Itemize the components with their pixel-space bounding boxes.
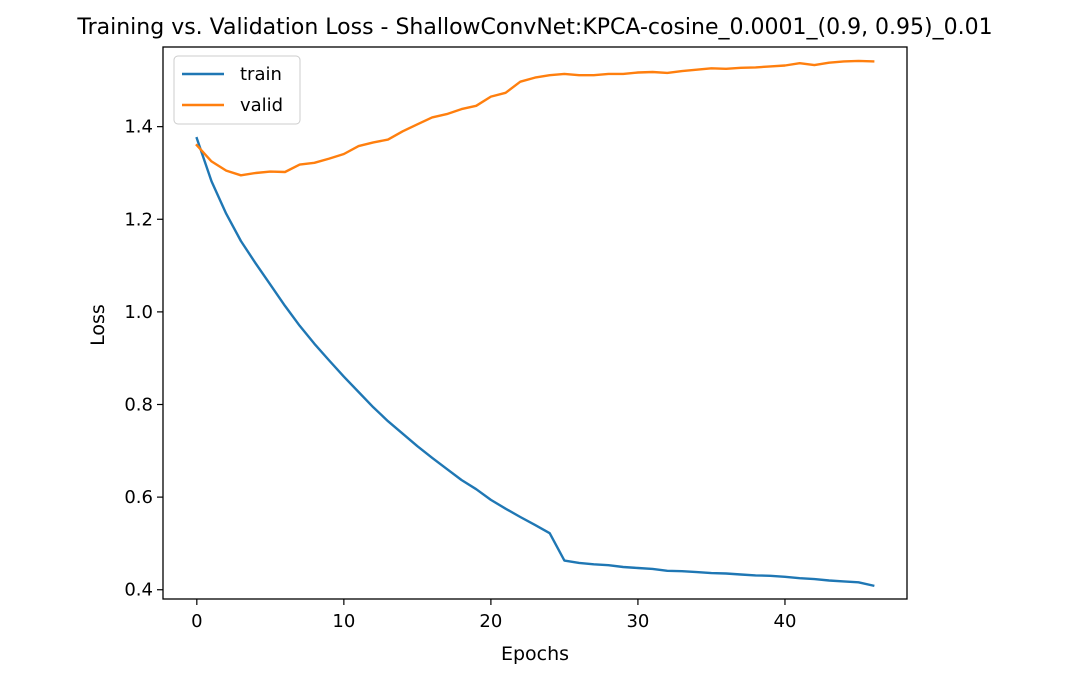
y-tick-label: 1.4: [124, 117, 153, 138]
x-tick-label: 0: [191, 611, 202, 632]
series-line-train: [195, 136, 875, 588]
y-tick-label: 0.8: [124, 395, 153, 416]
x-tick-label: 20: [479, 611, 502, 632]
x-axis-label: Epochs: [501, 643, 569, 665]
chart-title: Training vs. Validation Loss - ShallowCo…: [76, 15, 992, 40]
y-tick-label: 0.4: [124, 580, 153, 601]
y-axis-label: Loss: [87, 304, 109, 346]
y-tick-label: 1.0: [124, 302, 153, 323]
x-tick-label: 40: [774, 611, 797, 632]
plot-frame: [162, 46, 908, 600]
legend-label-train: train: [240, 64, 282, 85]
legend-label-valid: valid: [240, 95, 283, 116]
series-line-valid: [195, 59, 875, 177]
x-tick-label: 10: [332, 611, 355, 632]
plot-axes: [162, 46, 908, 600]
y-axis-ticks: 0.4 0.6 0.8 1.0 1.2 1.4: [124, 117, 163, 601]
y-tick-label: 0.6: [124, 487, 153, 508]
legend: train valid: [173, 55, 301, 125]
y-tick-label: 1.2: [124, 209, 153, 230]
x-tick-label: 30: [626, 611, 649, 632]
series-lines: [195, 59, 875, 588]
x-axis-ticks: 0 10 20 30 40: [191, 599, 796, 632]
